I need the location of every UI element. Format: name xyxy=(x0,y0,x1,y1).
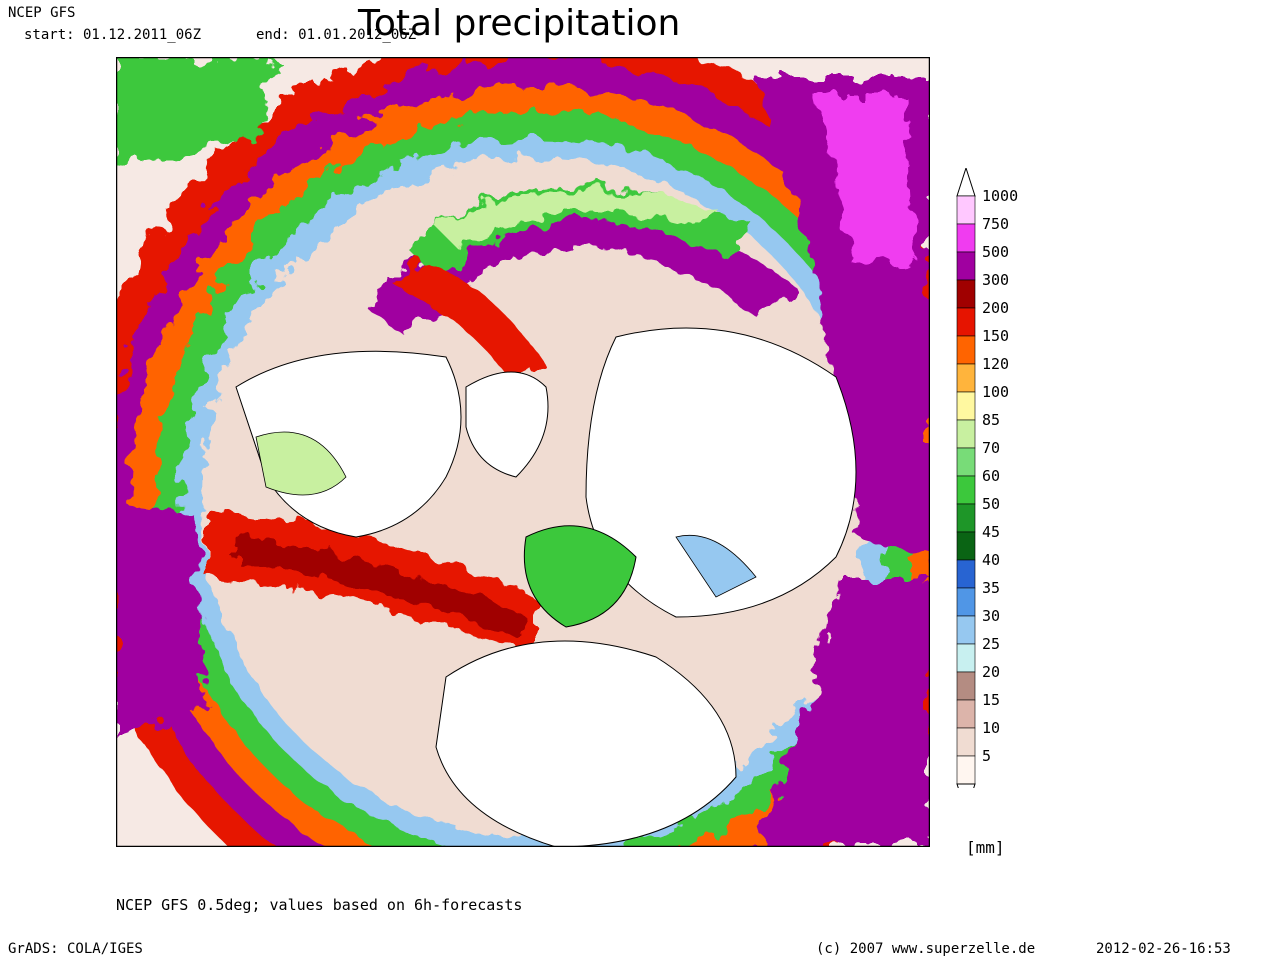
legend-label: 10 xyxy=(982,719,1001,737)
legend-label: 70 xyxy=(982,439,1001,457)
legend-label: 1000 xyxy=(982,187,1019,205)
legend-swatch xyxy=(956,307,976,337)
end-time-label: end: 01.01.2012_06Z xyxy=(256,27,417,43)
legend-label: 5 xyxy=(982,747,992,765)
legend-label: 40 xyxy=(982,551,1001,569)
legend-bottom-arrow xyxy=(956,783,976,788)
legend-swatch xyxy=(956,699,976,729)
legend-label: 200 xyxy=(982,299,1010,317)
legend-label: 150 xyxy=(982,327,1010,345)
legend-swatch xyxy=(956,335,976,365)
legend-label: 500 xyxy=(982,243,1010,261)
legend-swatch xyxy=(956,391,976,421)
legend-swatch xyxy=(956,251,976,281)
legend-swatch xyxy=(956,643,976,673)
legend-swatch xyxy=(956,419,976,449)
land-eurasia xyxy=(585,327,857,618)
legend-swatch xyxy=(956,223,976,253)
legend-swatch xyxy=(956,587,976,617)
legend-label: 100 xyxy=(982,383,1010,401)
legend-label: 20 xyxy=(982,663,1001,681)
legend-label: 35 xyxy=(982,579,1001,597)
legend-top-arrow xyxy=(956,168,976,197)
legend-label: 45 xyxy=(982,523,1001,541)
legend-swatch xyxy=(956,755,976,785)
legend-swatch xyxy=(956,559,976,589)
legend-label: 85 xyxy=(982,411,1001,429)
copyright-label: (c) 2007 www.superzelle.de xyxy=(816,941,1036,957)
unit-label: [mm] xyxy=(966,838,1005,857)
legend-label: 15 xyxy=(982,691,1001,709)
legend-swatch xyxy=(956,531,976,561)
land-greenland xyxy=(465,371,549,478)
software-credit: GrADS: COLA/IGES xyxy=(8,941,143,957)
legend-swatch xyxy=(956,671,976,701)
legend-label: 25 xyxy=(982,635,1001,653)
precipitation-map xyxy=(116,57,930,847)
legend-swatch xyxy=(956,195,976,225)
legend-label: 300 xyxy=(982,271,1010,289)
legend-label: 50 xyxy=(982,495,1001,513)
start-time-label: start: 01.12.2011_06Z xyxy=(24,27,202,43)
legend-swatch xyxy=(956,475,976,505)
land-africa xyxy=(435,640,737,847)
legend-swatch xyxy=(956,615,976,645)
legend-swatch xyxy=(956,727,976,757)
legend-label: 750 xyxy=(982,215,1010,233)
legend-swatch xyxy=(956,503,976,533)
land-europe xyxy=(523,525,637,628)
color-legend xyxy=(956,168,976,788)
timestamp-label: 2012-02-26-16:53 xyxy=(1096,941,1231,957)
map-title: Total precipitation xyxy=(358,3,681,44)
precipitation-field xyxy=(116,57,930,847)
legend-swatch xyxy=(956,363,976,393)
legend-swatch xyxy=(956,279,976,309)
legend-label: 30 xyxy=(982,607,1001,625)
legend-label: 60 xyxy=(982,467,1001,485)
legend-label: 120 xyxy=(982,355,1010,373)
legend-swatch xyxy=(956,447,976,477)
data-note: NCEP GFS 0.5deg; values based on 6h-fore… xyxy=(116,896,523,914)
model-label: NCEP GFS xyxy=(8,5,76,21)
